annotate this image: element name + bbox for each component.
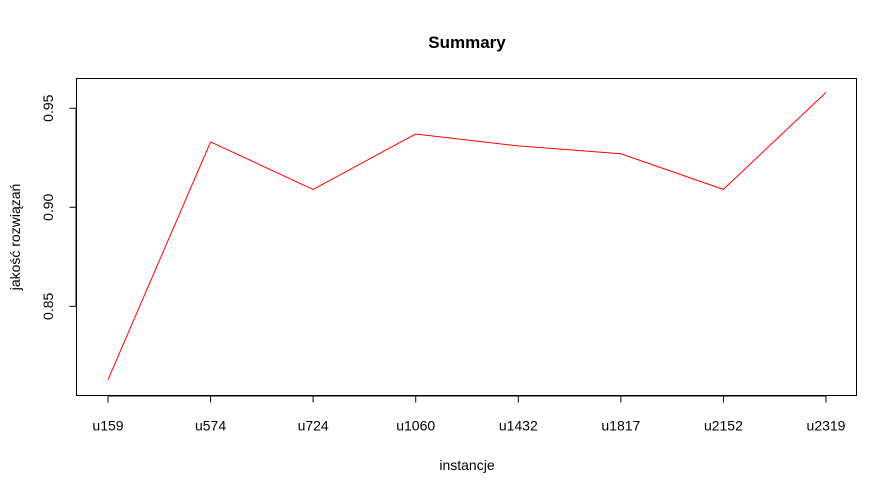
x-axis-label: instancje: [439, 457, 494, 473]
series-layer: [107, 92, 827, 380]
y-axis: 0.85 0.90 0.95: [40, 94, 77, 320]
series-line: [107, 92, 827, 380]
x-tick-label: u159: [92, 418, 123, 434]
y-axis-label: jakość rozwiązań: [7, 184, 23, 292]
y-tick-label: 0.85: [40, 293, 56, 320]
x-tick-label: u574: [195, 418, 226, 434]
x-tick-label: u2319: [807, 418, 846, 434]
x-tick-label: u724: [298, 418, 329, 434]
y-tick-label: 0.95: [40, 94, 56, 121]
x-axis: u159 u574 u724 u1060 u1432 u1817 u2152 u2319: [92, 395, 846, 434]
x-tick-label: u1060: [396, 418, 435, 434]
x-tick-label: u1432: [499, 418, 538, 434]
x-tick-label: u1817: [601, 418, 640, 434]
x-tick-label: u2152: [704, 418, 743, 434]
chart-title: Summary: [428, 33, 506, 52]
y-tick-label: 0.90: [40, 193, 56, 220]
plot-frame: [76, 78, 857, 396]
